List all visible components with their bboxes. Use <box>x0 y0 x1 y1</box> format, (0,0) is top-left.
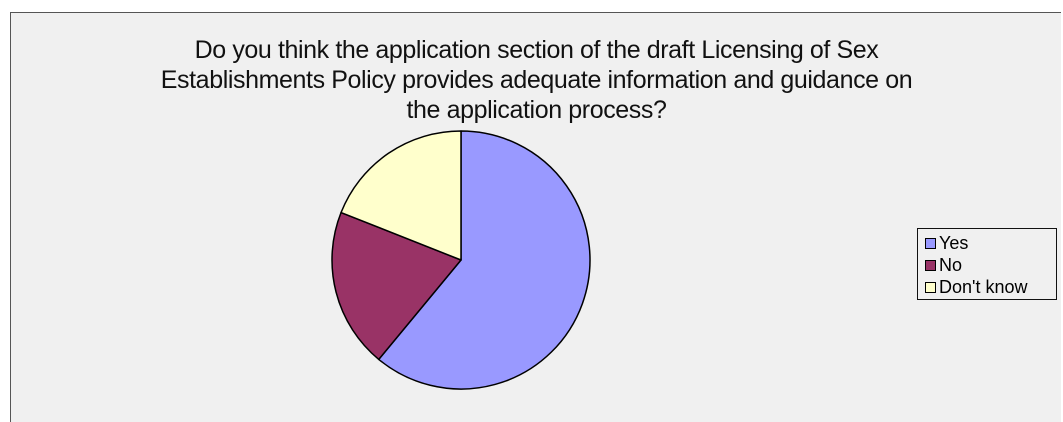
legend-item-dont-know: Don't know <box>925 276 1056 298</box>
legend-label-no: No <box>939 254 963 275</box>
chart-area: Do you think the application section of … <box>10 12 1061 422</box>
chart-title: Do you think the application section of … <box>11 35 1062 125</box>
pie-slice-dont-know <box>340 130 462 261</box>
pie-chart <box>331 130 591 390</box>
legend-swatch-dont-know <box>925 281 936 293</box>
pie-slice-yes <box>378 130 591 390</box>
legend-label-dont-know: Don't know <box>939 276 1028 297</box>
legend-item-yes: Yes <box>925 232 1056 254</box>
legend-swatch-yes <box>925 237 936 249</box>
chart-title-line-3: the application process? <box>406 96 667 124</box>
legend-label-yes: Yes <box>939 232 969 253</box>
legend: Yes No Don't know <box>917 228 1057 300</box>
legend-swatch-no <box>925 259 936 271</box>
chart-title-line-2: Establishments Policy provides adequate … <box>160 66 913 94</box>
pie-slice-no <box>331 211 462 361</box>
chart-title-line-1: Do you think the application section of … <box>194 36 879 64</box>
legend-item-no: No <box>925 254 1056 276</box>
